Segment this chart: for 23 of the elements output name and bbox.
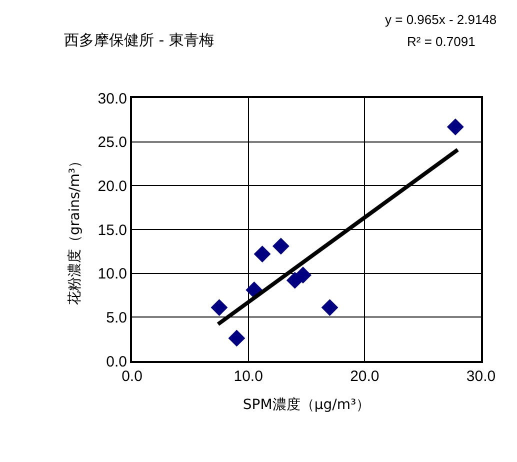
y-axis-title: 花粉濃度（grains/m³）	[66, 154, 83, 306]
text: R² = 0.7091	[407, 34, 476, 49]
point	[210, 299, 228, 316]
text: y = 0.965x - 2.9148	[385, 12, 497, 27]
point	[446, 118, 464, 136]
x-tick-label: 30.0	[466, 368, 496, 385]
point	[228, 330, 246, 347]
x-tick-label: 0.0	[122, 368, 142, 385]
point	[321, 299, 338, 316]
chart-title: 西多摩保健所 - 東青梅	[64, 31, 214, 49]
y-tick-label: 0.0	[106, 353, 127, 370]
y-tick-label: 30.0	[98, 90, 127, 108]
y-tick-label: 20.0	[98, 178, 127, 195]
y-tick-label: 25.0	[98, 134, 127, 152]
y-tick-label: 10.0	[98, 266, 127, 283]
y-tick-label: 15.0	[98, 222, 127, 239]
point	[294, 266, 312, 284]
point	[272, 238, 290, 255]
x-axis-title: SPM濃度（μg/m³）	[242, 396, 370, 413]
point	[254, 246, 271, 262]
y-tick-label: 5.0	[106, 309, 127, 326]
x-tick-label: 20.0	[350, 368, 380, 385]
x-tick-label: 10.0	[234, 368, 263, 385]
